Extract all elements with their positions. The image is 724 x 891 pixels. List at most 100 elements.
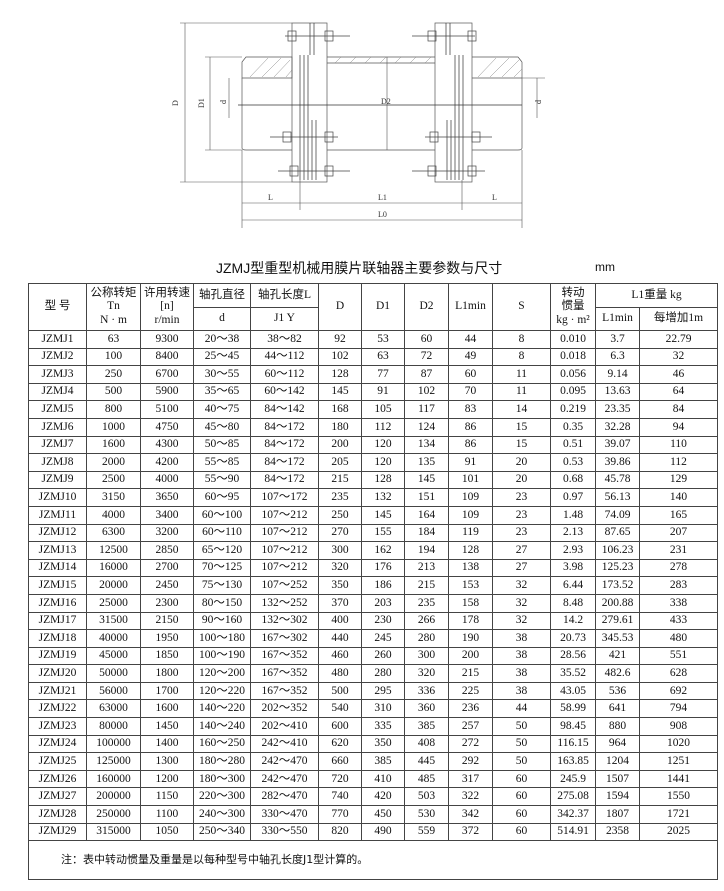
cell-D1: 155 [361, 523, 405, 543]
cell-inertia: 0.219 [550, 400, 596, 419]
cell-S: 60 [492, 787, 551, 807]
table-row: JZMJ20 50000 1800 120～200 167～352 480 280 320 21… [28, 664, 718, 683]
cell-weight-min: 13.63 [595, 382, 640, 402]
cell-D2: 102 [404, 382, 449, 402]
cell-weight-per-m: 32 [639, 347, 718, 367]
cell-bore-dia: 30～55 [193, 365, 251, 384]
cell-D1: 350 [361, 734, 405, 754]
cell-bore-len: 167～352 [250, 664, 319, 683]
cell-D2: 213 [404, 558, 449, 578]
cell-D2: 360 [404, 699, 449, 719]
cell-inertia: 163.85 [550, 752, 596, 771]
cell-bore-len: 107～212 [250, 505, 319, 525]
cell-D2: 72 [404, 347, 449, 367]
cell-inertia: 35.52 [550, 664, 596, 683]
table-row: JZMJ9 2500 4000 55～90 84～172 215 128 145 101 20 0.… [28, 470, 718, 490]
cell-L1min: 322 [448, 787, 493, 807]
cell-inertia: 1.48 [550, 505, 596, 525]
cell-weight-min: 880 [595, 717, 640, 736]
header-weight: L1重量 kg [595, 283, 718, 308]
cell-bore-len: 167～302 [250, 629, 319, 648]
cell-inertia: 0.35 [550, 417, 596, 437]
cell-D2: 408 [404, 734, 449, 754]
cell-S: 32 [492, 576, 551, 595]
cell-torque: 100000 [86, 734, 141, 754]
cell-inertia: 28.56 [550, 646, 596, 666]
cell-L1min: 128 [448, 541, 493, 560]
cell-model: JZMJ7 [28, 435, 87, 455]
cell-weight-per-m: 692 [639, 681, 718, 701]
cell-D2: 445 [404, 752, 449, 771]
cell-weight-min: 964 [595, 734, 640, 754]
table-row: JZMJ3 250 6700 30～55 60～112 128 77 87 60 11 0.056 9… [28, 365, 718, 384]
dim-label-d-left: d [219, 100, 228, 104]
cell-D2: 235 [404, 593, 449, 613]
cell-bore-len: 84～172 [250, 470, 319, 490]
cell-D2: 124 [404, 417, 449, 437]
cell-weight-min: 279.61 [595, 611, 640, 631]
cell-inertia: 2.93 [550, 541, 596, 560]
cell-D2: 184 [404, 523, 449, 543]
cell-torque: 500 [86, 382, 141, 402]
cell-speed: 3400 [140, 505, 194, 525]
cell-weight-min: 1507 [595, 769, 640, 789]
cell-inertia: 245.9 [550, 769, 596, 789]
cell-bore-dia: 120～220 [193, 681, 251, 701]
cell-model: JZMJ17 [28, 611, 87, 631]
cell-bore-dia: 55～85 [193, 453, 251, 472]
cell-torque: 315000 [86, 822, 141, 842]
table-row: JZMJ15 20000 2450 75～130 107～252 350 186 215 153… [28, 576, 718, 595]
cell-S: 8 [492, 347, 551, 367]
cell-L1min: 257 [448, 717, 493, 736]
cell-D2: 135 [404, 453, 449, 472]
cell-torque: 3150 [86, 488, 141, 507]
table-row: JZMJ2 100 8400 25～45 44～112 102 63 72 49 8 0.018 6.… [28, 347, 718, 367]
cell-model: JZMJ2 [28, 347, 87, 367]
cell-D1: 230 [361, 611, 405, 631]
cell-torque: 100 [86, 347, 141, 367]
cell-torque: 56000 [86, 681, 141, 701]
table-row: JZMJ8 2000 4200 55～85 84～172 205 120 135 91 20 0.5… [28, 453, 718, 472]
cell-weight-per-m: 110 [639, 435, 718, 455]
table-row: JZMJ22 63000 1600 140～220 202～352 540 310 360 23… [28, 699, 718, 719]
header-L1min: L1min [448, 283, 493, 331]
cell-D: 620 [318, 734, 362, 754]
table-row: JZMJ7 1600 4300 50～85 84～172 200 120 134 86 15 0.5… [28, 435, 718, 455]
cell-D: 180 [318, 417, 362, 437]
cell-model: JZMJ28 [28, 805, 87, 824]
cell-model: JZMJ20 [28, 664, 87, 683]
header-bore-length-types: J1 Y [250, 307, 319, 331]
cell-D: 370 [318, 593, 362, 613]
cell-D1: 105 [361, 400, 405, 419]
cell-bore-dia: 60～110 [193, 523, 251, 543]
cell-L1min: 101 [448, 470, 493, 490]
cell-inertia: 2.13 [550, 523, 596, 543]
cell-bore-len: 132～252 [250, 593, 319, 613]
table-row: JZMJ13 12500 2850 65～120 107～212 300 162 194 128… [28, 541, 718, 560]
cell-weight-per-m: 165 [639, 505, 718, 525]
cell-weight-min: 106.23 [595, 541, 640, 560]
cell-torque: 25000 [86, 593, 141, 613]
cell-speed: 1300 [140, 752, 194, 771]
cell-bore-len: 107～252 [250, 576, 319, 595]
cell-bore-dia: 140～220 [193, 699, 251, 719]
cell-bore-len: 107～172 [250, 488, 319, 507]
cell-S: 60 [492, 769, 551, 789]
cell-D1: 385 [361, 752, 405, 771]
cell-bore-len: 242～470 [250, 752, 319, 771]
cell-D: 600 [318, 717, 362, 736]
cell-D: 200 [318, 435, 362, 455]
table-note: 注：表中转动惯量及重量是以每种型号中轴孔长度J1型计算的。 [28, 840, 718, 881]
cell-inertia: 43.05 [550, 681, 596, 701]
table-row: JZMJ1 63 9300 20～38 38～82 92 53 60 44 8 0.010 3.7 22… [28, 330, 718, 349]
cell-bore-len: 107～212 [250, 558, 319, 578]
parameters-table: 型 号 公称转矩 Tn N · m 许用转速 [n] r/min 轴孔直径 轴孔长度L … [28, 283, 718, 881]
cell-model: JZMJ12 [28, 523, 87, 543]
cell-S: 15 [492, 435, 551, 455]
cell-inertia: 3.98 [550, 558, 596, 578]
cell-S: 32 [492, 611, 551, 631]
cell-D: 720 [318, 769, 362, 789]
cell-inertia: 8.48 [550, 593, 596, 613]
cell-bore-dia: 50～85 [193, 435, 251, 455]
cell-speed: 2450 [140, 576, 194, 595]
